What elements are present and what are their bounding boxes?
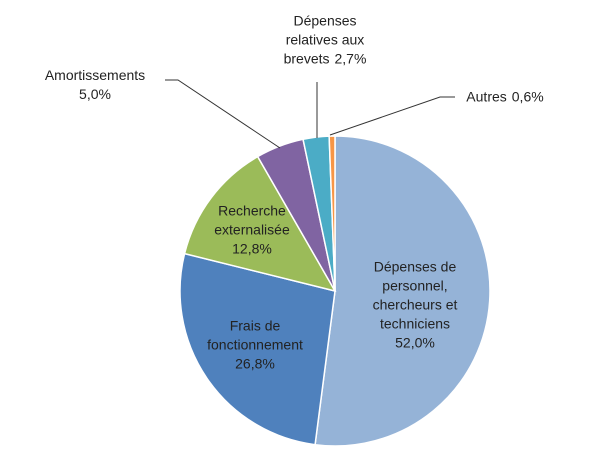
category-label: Autres bbox=[466, 88, 507, 105]
value-label: 26,8% bbox=[235, 355, 275, 372]
pie-slice bbox=[183, 155, 337, 293]
pie-slice bbox=[328, 135, 336, 292]
value-label: 12,8% bbox=[232, 240, 272, 257]
slice-label: Dépenses relatives aux brevets 2,7% bbox=[284, 12, 367, 69]
pie-slice bbox=[179, 252, 336, 446]
category-label: Dépenses relatives aux brevets bbox=[283, 12, 365, 67]
leader-line bbox=[165, 79, 281, 149]
slice-label: Frais de fonctionnement 26,8% bbox=[207, 317, 303, 374]
value-label: 0,6% bbox=[511, 88, 544, 105]
category-label: Recherche externalisée bbox=[214, 202, 290, 238]
value-label: 2,7% bbox=[334, 50, 367, 67]
slice-label: Amortissements 5,0% bbox=[45, 66, 145, 104]
slice-label: Autres 0,6% bbox=[466, 88, 543, 107]
category-label: Dépenses de personnel, chercheurs et tec… bbox=[372, 258, 458, 332]
leader-line bbox=[329, 96, 455, 136]
slice-label: Dépenses de personnel, chercheurs et tec… bbox=[373, 258, 458, 353]
value-label: 5,0% bbox=[79, 86, 111, 102]
category-label: Amortissements bbox=[44, 67, 146, 83]
category-label: Frais de fonctionnement bbox=[207, 317, 303, 353]
pie-slice bbox=[314, 135, 491, 447]
value-label: 52,0% bbox=[395, 334, 435, 351]
slice-label: Recherche externalisée 12,8% bbox=[214, 202, 290, 259]
